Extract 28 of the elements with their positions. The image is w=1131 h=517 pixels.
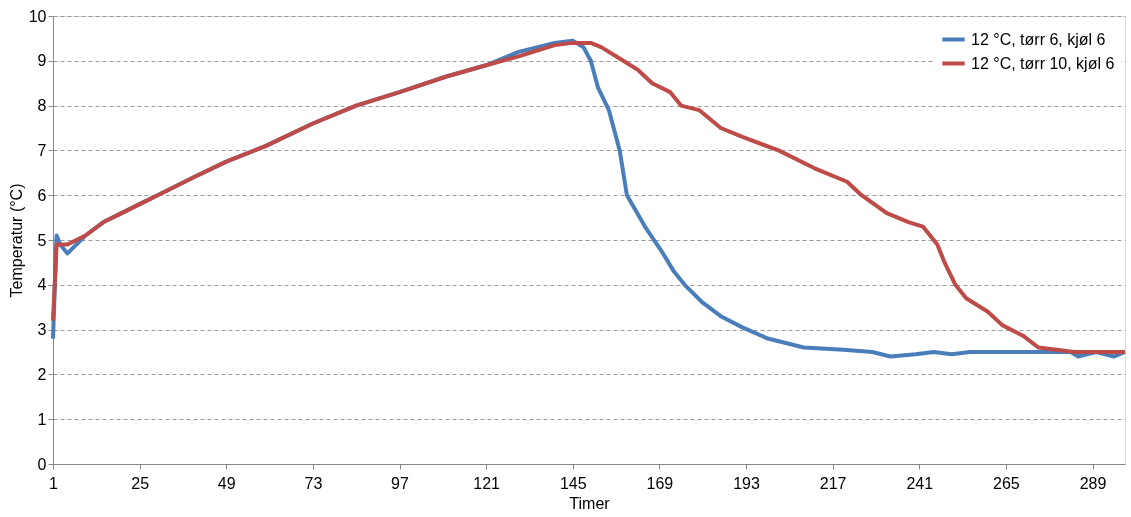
x-tick-label: 217: [819, 474, 847, 492]
x-tick-label: 265: [993, 474, 1020, 492]
y-tick-label: 6: [37, 186, 47, 204]
legend-label: 12 °C, tørr 6, kjøl 6: [971, 30, 1106, 48]
x-tick-label: 193: [733, 474, 760, 492]
y-tick-label: 5: [37, 231, 47, 249]
x-tick-label: 121: [473, 474, 501, 492]
x-tick-label: 1: [49, 474, 59, 492]
y-tick-label: 4: [37, 276, 47, 294]
y-tick-label: 2: [37, 365, 47, 383]
y-tick-label: 7: [37, 141, 47, 159]
y-axis-title: Temperatur (°C): [7, 183, 25, 298]
x-tick-label: 241: [906, 474, 934, 492]
y-tick-label: 1: [37, 410, 47, 428]
x-axis-title: Timer: [569, 494, 611, 512]
y-tick-label: 9: [37, 52, 47, 70]
x-tick-label: 169: [646, 474, 674, 492]
y-tick-label: 3: [37, 321, 47, 339]
y-tick-label: 8: [37, 97, 47, 115]
x-tick-label: 145: [559, 474, 587, 492]
x-tick-label: 73: [304, 474, 323, 492]
x-tick-label: 25: [131, 474, 150, 492]
x-tick-label: 97: [391, 474, 410, 492]
legend-label: 12 °C, tørr 10, kjøl 6: [971, 54, 1115, 72]
x-tick-label: 289: [1079, 474, 1107, 492]
y-tick-label: 0: [37, 455, 47, 473]
y-tick-label: 10: [28, 7, 47, 25]
x-tick-label: 49: [217, 474, 236, 492]
